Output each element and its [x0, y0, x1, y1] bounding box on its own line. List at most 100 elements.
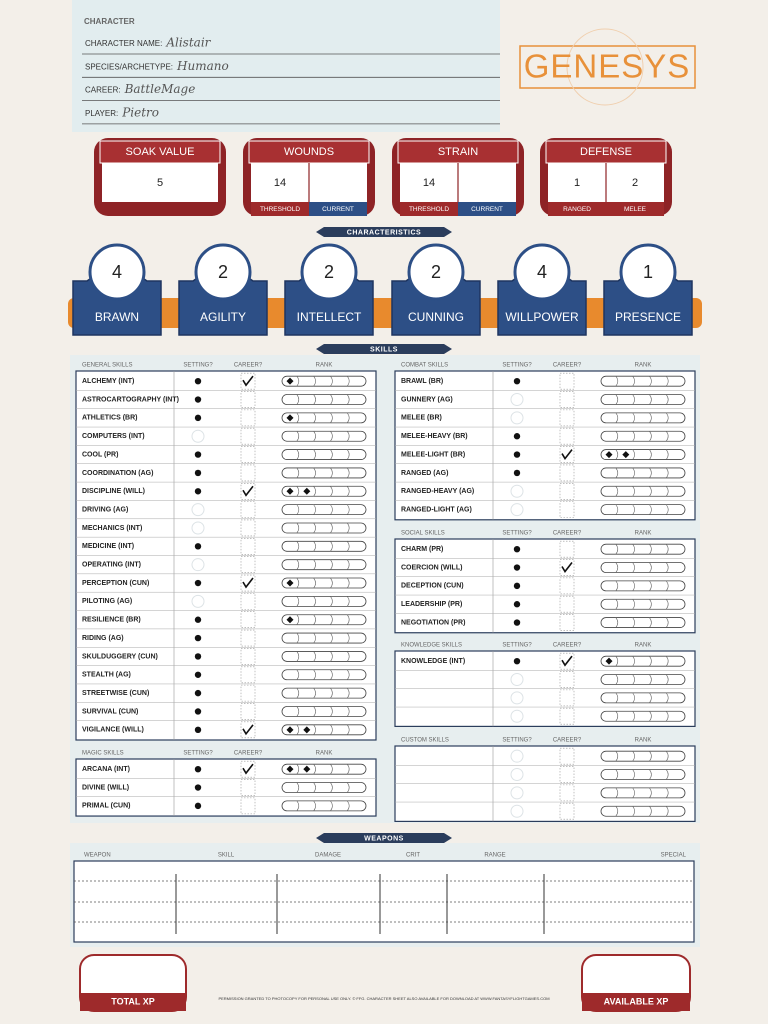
rank-divider [346, 559, 350, 570]
rank-divider [649, 580, 652, 592]
rank-track [600, 598, 686, 610]
rank-divider [296, 800, 300, 812]
career-box [559, 372, 575, 390]
rank-divider [632, 431, 635, 442]
skill-name: MELEE-LIGHT (BR) [401, 451, 465, 458]
weapon-column: CRIT [406, 853, 420, 859]
stat-label: THRESHOLD [260, 206, 300, 213]
rank-divider [313, 651, 316, 662]
rank-divider [330, 763, 333, 775]
rank-divider [346, 486, 350, 497]
rank-divider [632, 674, 635, 685]
characteristic-name: CUNNING [408, 310, 464, 324]
setting-slot [510, 804, 524, 818]
rank-divider [615, 617, 619, 628]
career-box [559, 559, 575, 576]
career-box [240, 409, 256, 427]
rank-divider [665, 769, 669, 780]
weapon-rows [74, 880, 694, 923]
career-check [561, 562, 573, 573]
setting-dot [194, 396, 202, 403]
rank-divider [313, 467, 316, 479]
rank-divider [330, 577, 333, 589]
rank-track [600, 562, 686, 573]
rank-divider [665, 787, 669, 799]
rank-track [281, 687, 367, 699]
rank-divider [632, 467, 635, 479]
skill-name: MELEE (BR) [401, 415, 442, 422]
rank-divider [632, 617, 635, 628]
rank-track [281, 632, 367, 644]
characteristic-circle [513, 243, 571, 301]
rank-track [600, 449, 686, 460]
rank-divider [665, 655, 669, 667]
rank-divider [296, 632, 300, 644]
characteristic-value: 2 [431, 262, 441, 282]
stat-value: 14 [274, 177, 286, 189]
setting-slot [191, 594, 205, 608]
rank-divider [632, 787, 635, 799]
rank-track [281, 706, 367, 717]
career-box [559, 501, 575, 518]
characteristic-circle [407, 243, 465, 301]
rank-divider [649, 431, 652, 442]
rank-track [281, 540, 367, 552]
setting-dot [194, 579, 202, 587]
career-box [559, 595, 575, 613]
rank-divider [615, 562, 619, 573]
setting-slot [510, 673, 524, 687]
characteristic-name: WILLPOWER [505, 310, 579, 324]
field-label: SPECIES/ARCHETYPE: [85, 62, 173, 71]
career-box [240, 372, 256, 390]
column-header: RANK [635, 363, 652, 369]
characteristic-circle [194, 243, 252, 301]
stat-label-band [309, 202, 367, 216]
rank-diamond [286, 726, 294, 734]
rank-track [281, 375, 367, 387]
banner [316, 344, 452, 354]
rank-divider [346, 687, 350, 699]
career-box [240, 721, 256, 739]
rank-track [281, 467, 367, 479]
rank-divider [296, 687, 300, 699]
rank-divider [330, 412, 333, 424]
rank-track [600, 750, 686, 762]
skill-name: DRIVING (AG) [82, 506, 128, 513]
career-box [240, 464, 256, 482]
career-box [240, 556, 256, 573]
rank-divider [330, 651, 333, 662]
skill-name: OPERATING (INT) [82, 562, 141, 569]
setting-dot [194, 653, 202, 660]
setting-dot [194, 671, 202, 678]
weapon-column: WEAPON [84, 853, 111, 859]
rank-divider [313, 632, 316, 644]
rank-divider [330, 541, 333, 552]
rank-divider [313, 669, 316, 680]
column-header: SETTING? [183, 751, 213, 757]
rank-divider [649, 375, 652, 387]
rank-divider [346, 596, 350, 607]
rank-track [281, 559, 367, 571]
rank-diamond [303, 765, 311, 773]
available-xp-label: AVAILABLE XP [604, 996, 669, 1006]
setting-slot [510, 768, 524, 782]
rank-divider [632, 655, 635, 667]
rank-track [600, 467, 686, 479]
rank-track [600, 805, 686, 817]
rank-divider [313, 559, 316, 570]
career-check [561, 449, 573, 460]
weapon-dividers [175, 874, 545, 934]
stat-label: RANGED [563, 206, 591, 213]
rank-divider [346, 449, 350, 460]
rank-divider [330, 669, 333, 680]
rank-divider [632, 750, 635, 762]
stat-value: 1 [574, 177, 580, 189]
rank-divider [615, 467, 619, 479]
stat-title: STRAIN [438, 146, 478, 158]
rank-divider [649, 617, 652, 628]
rank-divider [296, 669, 300, 680]
career-box [240, 779, 256, 796]
stat-label: CURRENT [322, 206, 354, 213]
career-box [240, 446, 256, 463]
career-box [240, 611, 256, 629]
